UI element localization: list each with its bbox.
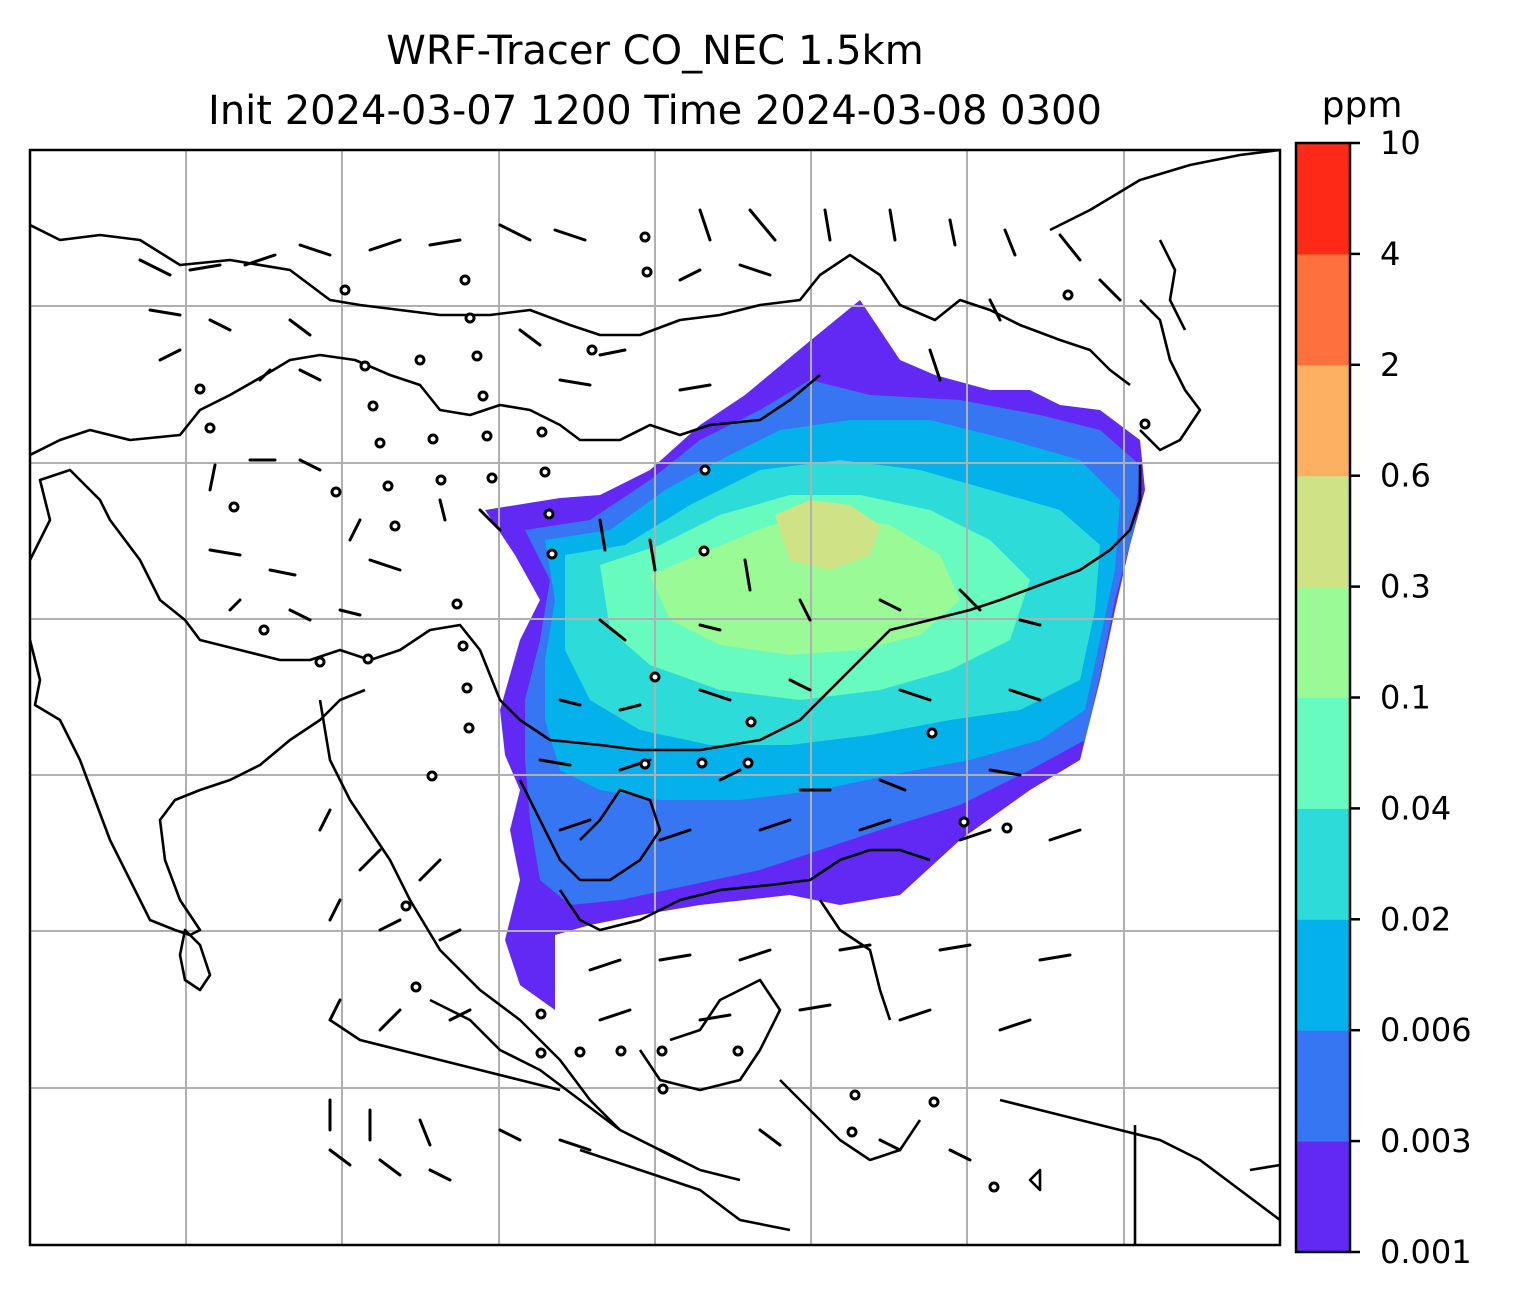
colorbar-segment bbox=[1296, 364, 1350, 477]
colorbar-tick-label: 2 bbox=[1380, 346, 1400, 384]
tracer-shading bbox=[485, 300, 1145, 1010]
colorbar-segment bbox=[1296, 1141, 1350, 1253]
colorbar-unit-label: ppm bbox=[1322, 85, 1403, 126]
map-title-line-1: WRF-Tracer CO_NEC 1.5km bbox=[386, 28, 924, 74]
colorbar-tick-label: 0.1 bbox=[1380, 679, 1431, 717]
colorbar-tick-label: 4 bbox=[1380, 235, 1400, 273]
colorbar-tick-label: 0.006 bbox=[1380, 1011, 1472, 1049]
colorbar-segment bbox=[1296, 143, 1350, 255]
colorbar-tick-label: 0.04 bbox=[1380, 789, 1451, 827]
calm-wind-markers bbox=[194, 231, 1151, 1193]
colorbar-segment bbox=[1296, 808, 1350, 920]
colorbar bbox=[1294, 141, 1352, 1254]
map-title-line-2: Init 2024-03-07 1200 Time 2024-03-08 030… bbox=[208, 88, 1102, 134]
colorbar-segment bbox=[1296, 586, 1350, 698]
colorbar-segment bbox=[1296, 475, 1350, 588]
colorbar-ticks: 0.001 0.003 0.006 0.02 0.04 0.1 0.3 0.6 2 4 10 bbox=[1350, 124, 1472, 1271]
wind-barbs bbox=[138, 208, 1122, 1182]
colorbar-tick-label: 0.6 bbox=[1380, 457, 1431, 495]
colorbar-tick-label: 0.001 bbox=[1380, 1233, 1472, 1271]
coastlines bbox=[30, 150, 1280, 1245]
colorbar-segment bbox=[1296, 697, 1350, 809]
map-panel bbox=[30, 150, 1280, 1245]
colorbar-tick-label: 10 bbox=[1380, 124, 1421, 162]
colorbar-tick-label: 0.003 bbox=[1380, 1122, 1472, 1160]
colorbar-tick-label: 0.02 bbox=[1380, 900, 1451, 938]
shade-band-7 bbox=[775, 500, 880, 570]
colorbar-segment bbox=[1296, 1030, 1350, 1142]
colorbar-segment bbox=[1296, 919, 1350, 1031]
colorbar-segment bbox=[1296, 253, 1350, 366]
colorbar-tick-label: 0.3 bbox=[1380, 568, 1431, 606]
map-frame bbox=[28, 148, 1282, 1247]
